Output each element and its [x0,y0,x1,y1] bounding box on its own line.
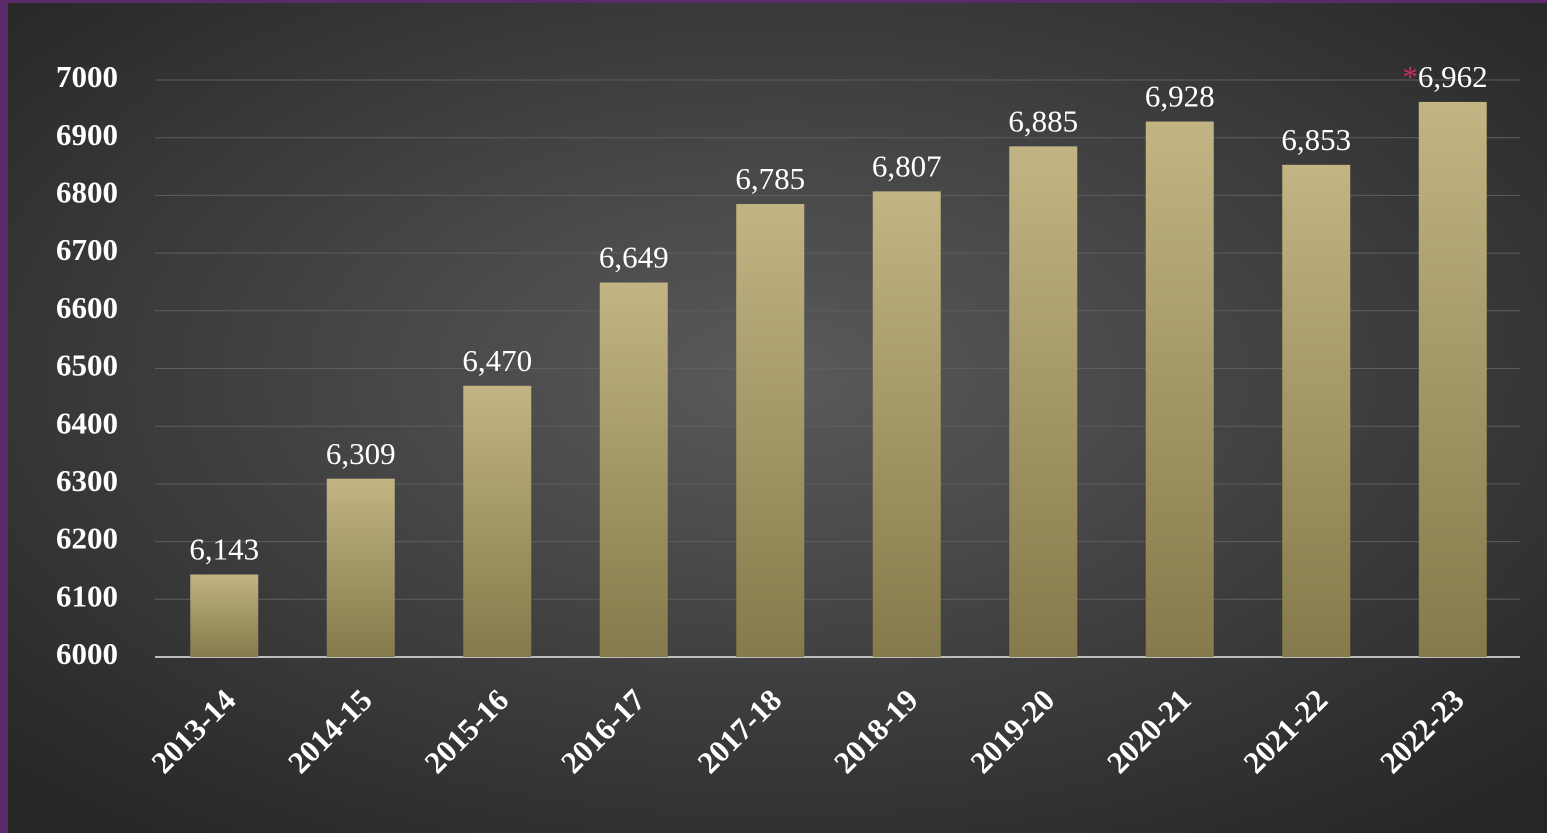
value-label: 6,785 [735,161,805,196]
value-label: 6,885 [1008,103,1078,138]
y-tick-label: 6600 [56,290,118,325]
y-tick-label: 6400 [56,405,118,440]
bar [736,204,805,657]
value-label: 6,143 [189,532,259,567]
y-tick-label: 6500 [56,348,118,383]
bar [1282,164,1351,657]
value-label: 6,962 [1418,59,1488,94]
bar [326,478,395,657]
y-tick-label: 6800 [56,175,118,210]
y-tick-label: 6900 [56,117,118,152]
y-tick-label: 6000 [56,636,118,671]
value-label: 6,807 [872,148,942,183]
value-label: 6,853 [1281,122,1351,157]
bar [1009,146,1078,658]
y-tick-label: 6200 [56,521,118,556]
y-tick-label: 6300 [56,463,118,498]
bar [190,574,259,657]
value-label: 6,309 [326,436,396,471]
bar [599,282,668,657]
annotation: * [1402,59,1418,94]
bar [463,385,532,657]
y-tick-label: 7000 [56,59,118,94]
value-label: 6,649 [599,240,669,275]
bar [1418,101,1487,657]
bar [1145,121,1214,657]
y-tick-label: 6700 [56,232,118,267]
value-label: 6,928 [1145,79,1215,114]
y-tick-label: 6100 [56,578,118,613]
value-label: 6,470 [462,343,532,378]
bar [872,191,941,657]
